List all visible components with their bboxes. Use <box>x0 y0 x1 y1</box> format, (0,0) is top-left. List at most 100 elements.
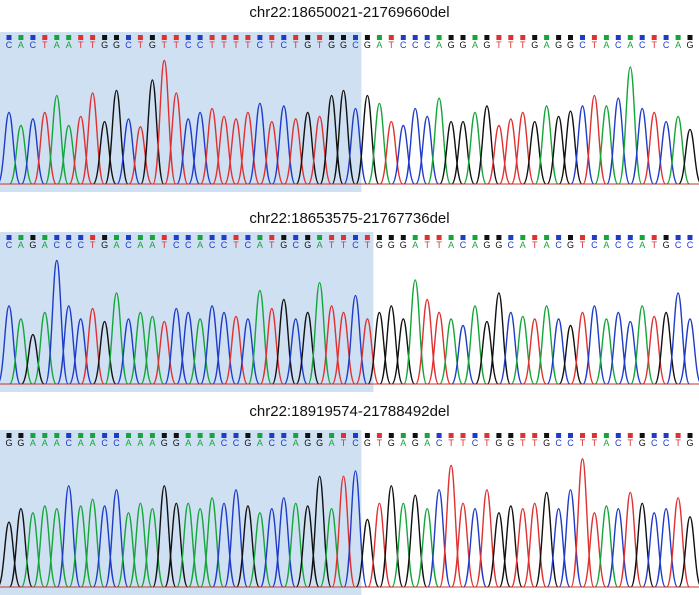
base-square <box>197 235 203 240</box>
base-square <box>436 35 442 40</box>
base-letter: A <box>54 40 60 50</box>
trace-peak <box>486 512 511 588</box>
base-square <box>233 35 239 40</box>
base-square <box>233 433 239 438</box>
base-letter: C <box>555 438 562 448</box>
base-square <box>364 35 370 40</box>
base-square <box>675 35 681 40</box>
base-letter: A <box>472 240 478 250</box>
base-square <box>317 35 323 40</box>
trace-peak <box>128 311 153 385</box>
base-square <box>651 35 657 40</box>
base-square <box>580 35 585 40</box>
base-letter: T <box>651 40 657 50</box>
base-square <box>293 235 299 240</box>
base-square <box>603 35 609 40</box>
base-square <box>400 35 406 40</box>
base-square <box>424 35 430 40</box>
base-square <box>245 35 251 40</box>
base-letter: A <box>424 438 430 448</box>
trace-peak <box>522 120 547 185</box>
trace-peak <box>331 89 356 185</box>
base-letter: G <box>495 240 502 250</box>
trace-peak <box>140 507 165 588</box>
base-square <box>137 433 143 438</box>
trace-peak <box>570 105 595 185</box>
base-letter: C <box>352 40 359 50</box>
base-square <box>137 35 143 40</box>
base-letter: T <box>496 40 502 50</box>
base-square <box>388 35 394 40</box>
base-letter: C <box>125 40 132 50</box>
trace-peak <box>319 94 344 185</box>
trace-peak <box>164 502 189 588</box>
base-square <box>161 235 167 240</box>
base-letter: C <box>65 240 72 250</box>
base-square <box>18 35 24 40</box>
trace-peak <box>295 111 320 185</box>
base-letter: A <box>400 438 406 448</box>
base-letter: T <box>341 438 347 448</box>
base-letter: C <box>508 240 515 250</box>
base-letter: A <box>412 240 418 250</box>
trace-peak <box>570 311 595 385</box>
base-square <box>448 433 454 438</box>
trace-peak <box>498 505 523 588</box>
base-letter: T <box>532 240 538 250</box>
base-letter: A <box>603 40 609 50</box>
base-square <box>472 433 478 438</box>
base-letter: G <box>376 240 383 250</box>
base-square <box>18 235 24 240</box>
trace-peak <box>164 92 189 185</box>
trace-peak <box>630 305 655 385</box>
trace-peak <box>642 315 667 385</box>
base-square <box>544 235 550 240</box>
trace-peak <box>379 485 404 588</box>
base-letter: A <box>448 240 454 250</box>
base-letter: T <box>520 438 526 448</box>
base-letter: G <box>483 40 490 50</box>
base-letter: T <box>628 438 634 448</box>
base-square <box>233 235 239 240</box>
base-square <box>496 35 502 40</box>
trace-peak <box>104 89 129 185</box>
base-letter: C <box>6 40 13 50</box>
base-letter: T <box>269 240 275 250</box>
trace-peak <box>259 507 284 588</box>
base-letter: A <box>209 438 215 448</box>
base-square <box>544 35 550 40</box>
base-square <box>580 433 585 438</box>
base-letter: T <box>341 240 347 250</box>
trace-peak <box>462 305 487 385</box>
trace-peak <box>80 307 105 385</box>
trace-peak <box>56 305 81 385</box>
base-letter: A <box>257 438 263 448</box>
base-letter: T <box>293 40 299 50</box>
base-square <box>173 235 179 240</box>
base-square <box>329 235 335 240</box>
base-letter: T <box>90 40 96 50</box>
trace-peak <box>307 115 332 185</box>
base-letter: A <box>113 240 119 250</box>
trace-peak <box>367 102 392 185</box>
base-square <box>591 35 597 40</box>
base-letter: G <box>280 240 287 250</box>
base-square <box>305 35 311 40</box>
base-letter: G <box>364 438 371 448</box>
base-letter: A <box>149 240 155 250</box>
base-letter: T <box>377 438 383 448</box>
base-letter: A <box>317 240 323 250</box>
base-square <box>556 433 562 438</box>
trace-peak <box>403 107 428 185</box>
trace-peak <box>223 315 248 385</box>
trace-peak <box>606 507 631 588</box>
base-letter: G <box>161 438 168 448</box>
base-letter: T <box>532 438 538 448</box>
trace-peak <box>92 320 117 385</box>
trace-peak <box>116 318 141 385</box>
base-letter: G <box>304 240 311 250</box>
trace-peak <box>427 311 452 385</box>
trace-peak <box>0 111 21 185</box>
